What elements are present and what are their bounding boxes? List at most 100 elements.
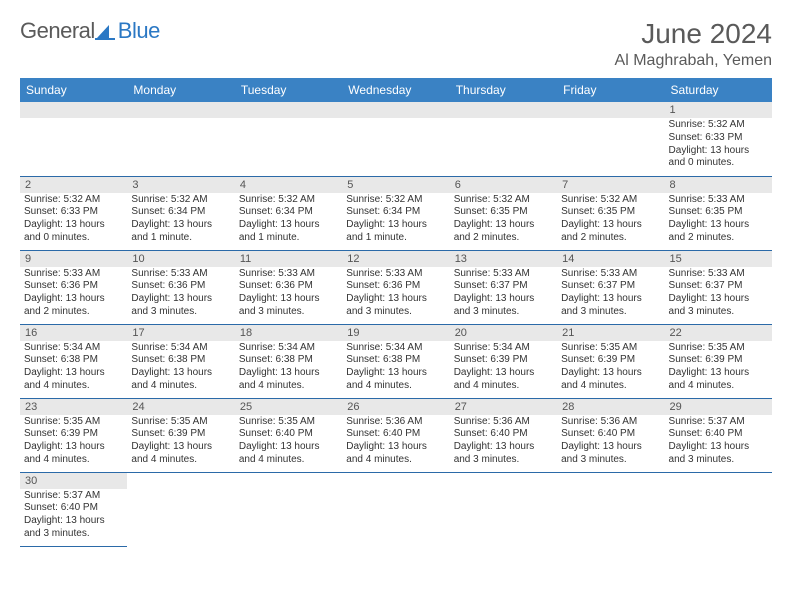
calendar-cell: 2Sunrise: 5:32 AMSunset: 6:33 PMDaylight…	[20, 176, 127, 250]
calendar-week-row: 1Sunrise: 5:32 AMSunset: 6:33 PMDaylight…	[20, 102, 772, 176]
logo-text-general: General	[20, 18, 95, 44]
calendar-cell: 8Sunrise: 5:33 AMSunset: 6:35 PMDaylight…	[665, 176, 772, 250]
calendar-cell	[235, 102, 342, 176]
calendar-cell: 9Sunrise: 5:33 AMSunset: 6:36 PMDaylight…	[20, 250, 127, 324]
calendar-cell: 20Sunrise: 5:34 AMSunset: 6:39 PMDayligh…	[450, 324, 557, 398]
day-detail: Sunrise: 5:33 AMSunset: 6:37 PMDaylight:…	[557, 267, 664, 319]
calendar-cell: 14Sunrise: 5:33 AMSunset: 6:37 PMDayligh…	[557, 250, 664, 324]
empty-day-number	[342, 102, 449, 118]
day-number: 14	[557, 251, 664, 267]
day-detail: Sunrise: 5:36 AMSunset: 6:40 PMDaylight:…	[557, 415, 664, 467]
day-number: 12	[342, 251, 449, 267]
empty-day-number	[127, 102, 234, 118]
day-number: 19	[342, 325, 449, 341]
calendar-cell: 25Sunrise: 5:35 AMSunset: 6:40 PMDayligh…	[235, 398, 342, 472]
weekday-header: Sunday	[20, 78, 127, 102]
page-header: General Blue June 2024 Al Maghrabah, Yem…	[20, 18, 772, 70]
day-detail: Sunrise: 5:37 AMSunset: 6:40 PMDaylight:…	[665, 415, 772, 467]
day-detail: Sunrise: 5:35 AMSunset: 6:40 PMDaylight:…	[235, 415, 342, 467]
calendar-cell: 18Sunrise: 5:34 AMSunset: 6:38 PMDayligh…	[235, 324, 342, 398]
day-number: 10	[127, 251, 234, 267]
day-detail: Sunrise: 5:35 AMSunset: 6:39 PMDaylight:…	[665, 341, 772, 393]
day-number: 3	[127, 177, 234, 193]
calendar-week-row: 16Sunrise: 5:34 AMSunset: 6:38 PMDayligh…	[20, 324, 772, 398]
calendar-cell	[20, 102, 127, 176]
calendar-cell: 5Sunrise: 5:32 AMSunset: 6:34 PMDaylight…	[342, 176, 449, 250]
calendar-cell: 24Sunrise: 5:35 AMSunset: 6:39 PMDayligh…	[127, 398, 234, 472]
calendar-table: SundayMondayTuesdayWednesdayThursdayFrid…	[20, 78, 772, 547]
day-number: 20	[450, 325, 557, 341]
title-block: June 2024 Al Maghrabah, Yemen	[615, 18, 772, 70]
calendar-cell: 7Sunrise: 5:32 AMSunset: 6:35 PMDaylight…	[557, 176, 664, 250]
calendar-cell: 27Sunrise: 5:36 AMSunset: 6:40 PMDayligh…	[450, 398, 557, 472]
calendar-week-row: 2Sunrise: 5:32 AMSunset: 6:33 PMDaylight…	[20, 176, 772, 250]
empty-day-number	[557, 102, 664, 118]
day-detail: Sunrise: 5:33 AMSunset: 6:36 PMDaylight:…	[342, 267, 449, 319]
brand-logo: General Blue	[20, 18, 160, 44]
calendar-cell: 12Sunrise: 5:33 AMSunset: 6:36 PMDayligh…	[342, 250, 449, 324]
calendar-cell: 19Sunrise: 5:34 AMSunset: 6:38 PMDayligh…	[342, 324, 449, 398]
day-number: 16	[20, 325, 127, 341]
calendar-week-row: 30Sunrise: 5:37 AMSunset: 6:40 PMDayligh…	[20, 472, 772, 546]
day-detail: Sunrise: 5:32 AMSunset: 6:34 PMDaylight:…	[127, 193, 234, 245]
calendar-cell	[342, 102, 449, 176]
day-number: 7	[557, 177, 664, 193]
weekday-header: Friday	[557, 78, 664, 102]
calendar-cell: 10Sunrise: 5:33 AMSunset: 6:36 PMDayligh…	[127, 250, 234, 324]
day-detail: Sunrise: 5:33 AMSunset: 6:37 PMDaylight:…	[450, 267, 557, 319]
calendar-week-row: 9Sunrise: 5:33 AMSunset: 6:36 PMDaylight…	[20, 250, 772, 324]
calendar-cell: 16Sunrise: 5:34 AMSunset: 6:38 PMDayligh…	[20, 324, 127, 398]
calendar-cell: 30Sunrise: 5:37 AMSunset: 6:40 PMDayligh…	[20, 472, 127, 546]
calendar-cell	[665, 472, 772, 546]
day-number: 17	[127, 325, 234, 341]
day-detail: Sunrise: 5:34 AMSunset: 6:38 PMDaylight:…	[342, 341, 449, 393]
day-number: 6	[450, 177, 557, 193]
day-number: 29	[665, 399, 772, 415]
weekday-header: Tuesday	[235, 78, 342, 102]
calendar-cell: 13Sunrise: 5:33 AMSunset: 6:37 PMDayligh…	[450, 250, 557, 324]
calendar-cell: 17Sunrise: 5:34 AMSunset: 6:38 PMDayligh…	[127, 324, 234, 398]
weekday-header: Thursday	[450, 78, 557, 102]
calendar-cell: 4Sunrise: 5:32 AMSunset: 6:34 PMDaylight…	[235, 176, 342, 250]
day-detail: Sunrise: 5:32 AMSunset: 6:34 PMDaylight:…	[235, 193, 342, 245]
empty-day-number	[20, 102, 127, 118]
calendar-cell: 3Sunrise: 5:32 AMSunset: 6:34 PMDaylight…	[127, 176, 234, 250]
day-number: 9	[20, 251, 127, 267]
day-number: 28	[557, 399, 664, 415]
day-number: 4	[235, 177, 342, 193]
day-number: 26	[342, 399, 449, 415]
calendar-cell	[450, 472, 557, 546]
calendar-cell: 1Sunrise: 5:32 AMSunset: 6:33 PMDaylight…	[665, 102, 772, 176]
day-number: 27	[450, 399, 557, 415]
day-detail: Sunrise: 5:35 AMSunset: 6:39 PMDaylight:…	[557, 341, 664, 393]
day-number: 5	[342, 177, 449, 193]
day-number: 8	[665, 177, 772, 193]
day-detail: Sunrise: 5:35 AMSunset: 6:39 PMDaylight:…	[127, 415, 234, 467]
day-detail: Sunrise: 5:33 AMSunset: 6:37 PMDaylight:…	[665, 267, 772, 319]
day-detail: Sunrise: 5:36 AMSunset: 6:40 PMDaylight:…	[450, 415, 557, 467]
day-detail: Sunrise: 5:35 AMSunset: 6:39 PMDaylight:…	[20, 415, 127, 467]
day-detail: Sunrise: 5:33 AMSunset: 6:36 PMDaylight:…	[127, 267, 234, 319]
day-detail: Sunrise: 5:32 AMSunset: 6:33 PMDaylight:…	[20, 193, 127, 245]
day-detail: Sunrise: 5:34 AMSunset: 6:38 PMDaylight:…	[20, 341, 127, 393]
day-number: 15	[665, 251, 772, 267]
day-detail: Sunrise: 5:34 AMSunset: 6:38 PMDaylight:…	[235, 341, 342, 393]
day-detail: Sunrise: 5:36 AMSunset: 6:40 PMDaylight:…	[342, 415, 449, 467]
day-number: 24	[127, 399, 234, 415]
day-number: 1	[665, 102, 772, 118]
day-number: 22	[665, 325, 772, 341]
weekday-header: Saturday	[665, 78, 772, 102]
month-title: June 2024	[615, 18, 772, 50]
day-number: 11	[235, 251, 342, 267]
day-number: 18	[235, 325, 342, 341]
day-number: 2	[20, 177, 127, 193]
calendar-cell: 11Sunrise: 5:33 AMSunset: 6:36 PMDayligh…	[235, 250, 342, 324]
calendar-week-row: 23Sunrise: 5:35 AMSunset: 6:39 PMDayligh…	[20, 398, 772, 472]
location-label: Al Maghrabah, Yemen	[615, 52, 772, 70]
calendar-cell	[127, 472, 234, 546]
empty-day-number	[450, 102, 557, 118]
calendar-cell	[557, 102, 664, 176]
empty-day-number	[235, 102, 342, 118]
calendar-cell: 23Sunrise: 5:35 AMSunset: 6:39 PMDayligh…	[20, 398, 127, 472]
day-detail: Sunrise: 5:33 AMSunset: 6:36 PMDaylight:…	[20, 267, 127, 319]
